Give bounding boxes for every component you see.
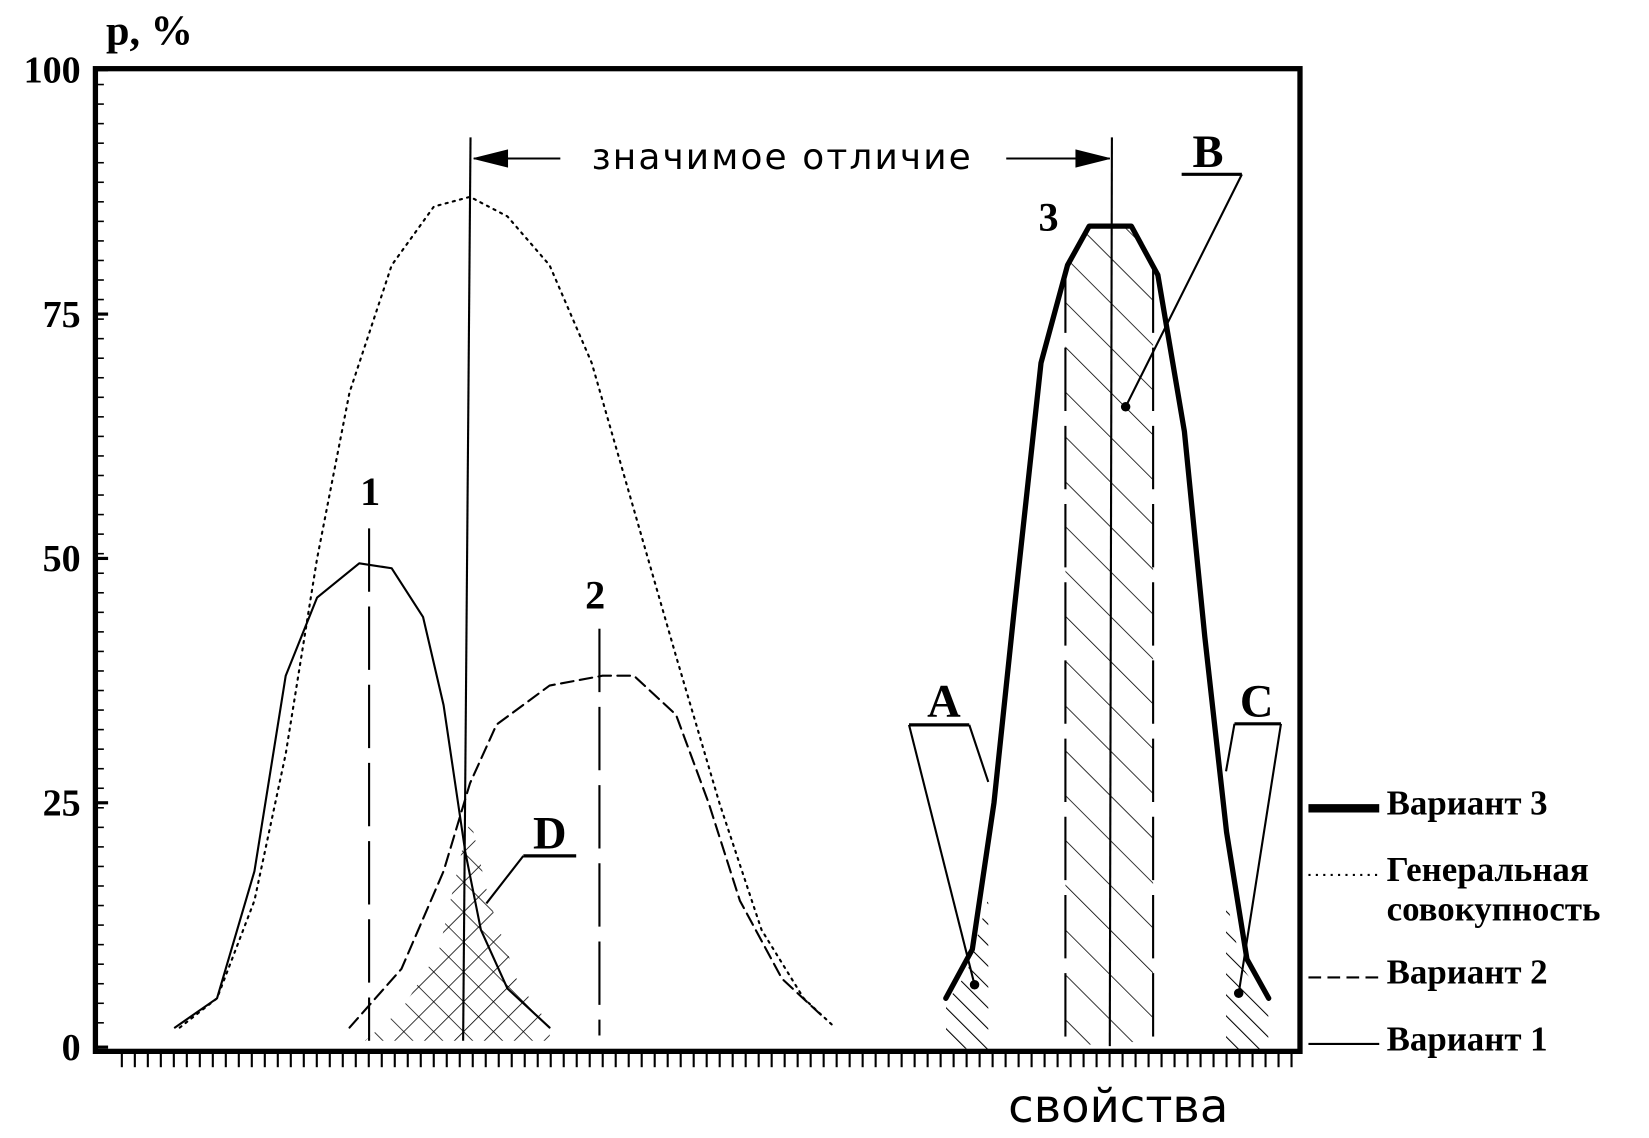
legend-label: Вариант 3: [1386, 785, 1548, 824]
series-line: [348, 674, 826, 1029]
legend-item: Генеральная совокупность: [1386, 851, 1601, 929]
legend: Вариант 3 Генеральная совокупность Вариант…: [1308, 785, 1601, 1059]
y-tick-label: 50: [43, 538, 81, 580]
region-d: [364, 818, 550, 1041]
legend-item: Вариант 3: [1386, 785, 1548, 824]
annotation: B: [1193, 127, 1224, 178]
annotation: A: [927, 676, 961, 727]
y-tick-label: 75: [43, 294, 81, 336]
legend-item: Вариант 1: [1386, 1020, 1548, 1059]
legend-label: Вариант 1: [1386, 1020, 1548, 1059]
y-axis-label: p, %: [106, 7, 193, 54]
annotation: C: [1240, 676, 1274, 727]
annotation: 3: [1038, 194, 1058, 239]
series-line: [178, 195, 837, 1029]
y-tick-label: 100: [24, 49, 81, 91]
annotation: D: [533, 808, 567, 859]
y-tick-label: 25: [43, 782, 81, 824]
legend-label: Вариант 2: [1386, 954, 1548, 993]
region-b: [1065, 227, 1154, 1047]
annotation: 1: [360, 469, 380, 514]
annotation: 2: [585, 573, 605, 618]
legend-item: Вариант 2: [1386, 954, 1548, 993]
x-axis-label: свойства: [1008, 1079, 1228, 1133]
annotation: значимое отличие: [592, 137, 973, 178]
region-a: [946, 898, 989, 1052]
y-tick-label: 0: [62, 1027, 81, 1069]
series-line: [173, 562, 551, 1029]
region-c: [1226, 898, 1269, 1052]
series-line: [943, 223, 1272, 1001]
legend-label: Генеральная совокупность: [1386, 851, 1601, 929]
reference-lines: [368, 137, 1283, 1047]
